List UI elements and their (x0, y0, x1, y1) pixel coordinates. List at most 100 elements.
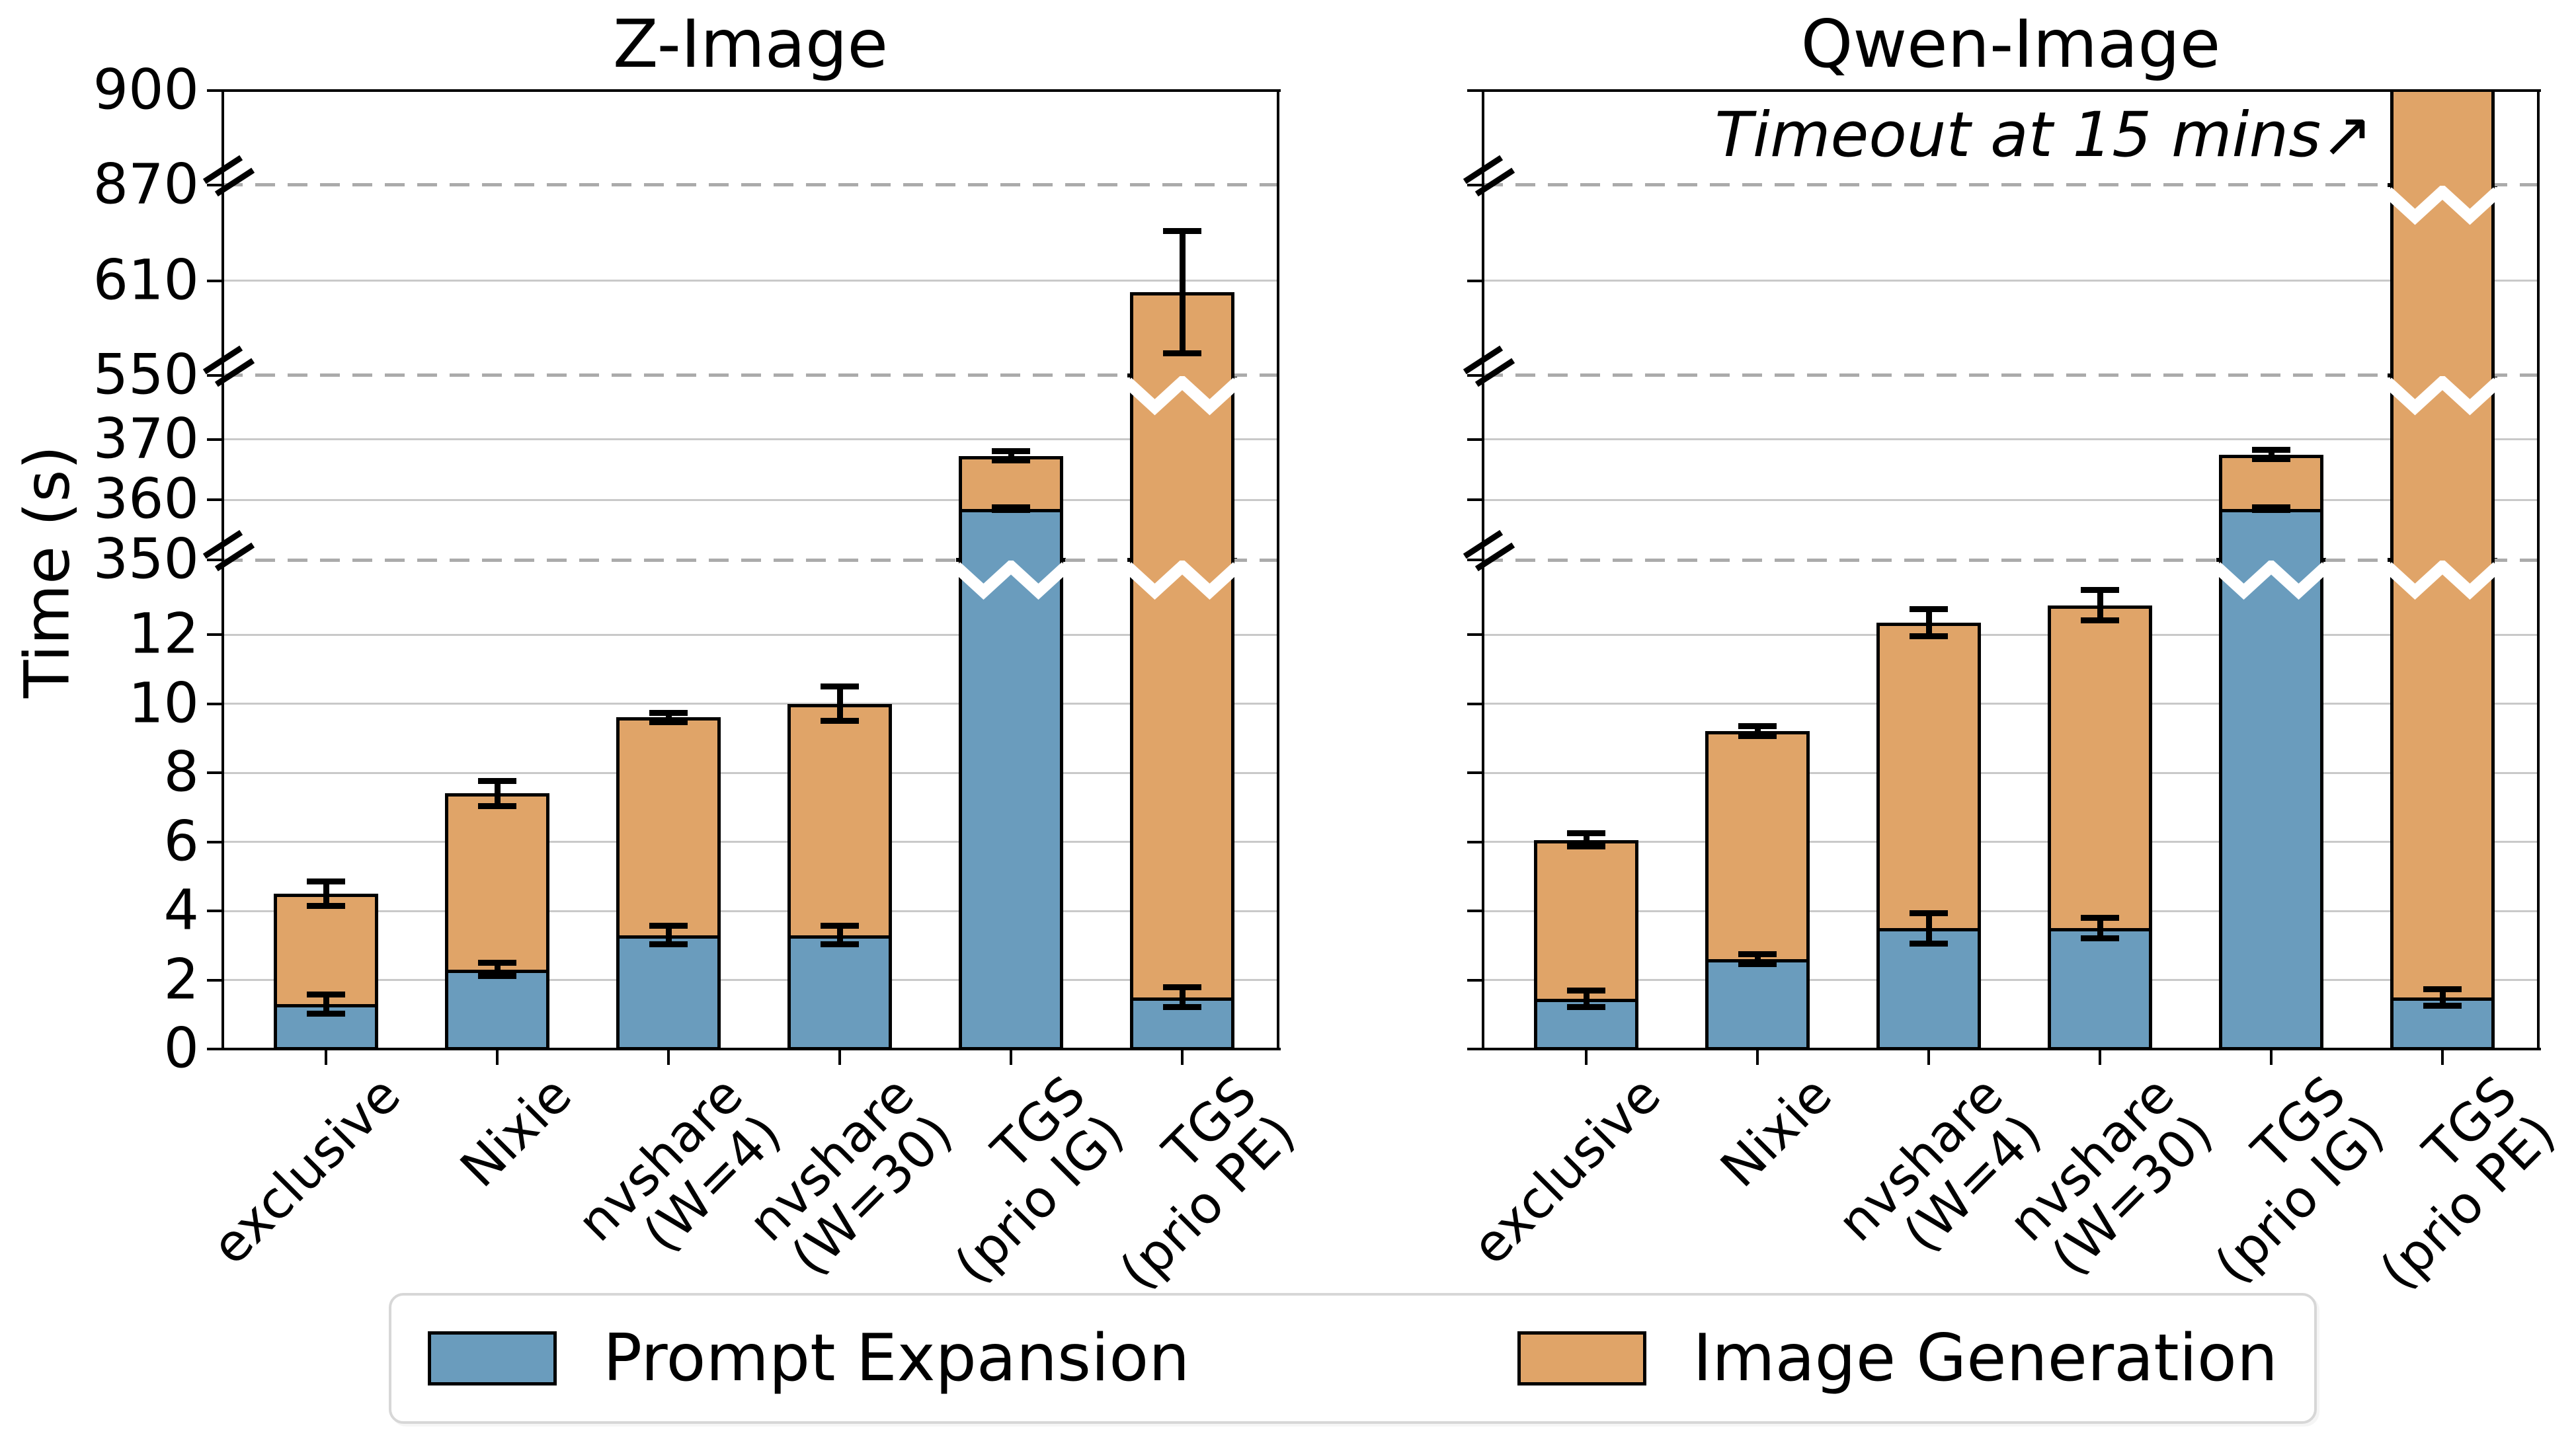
error-bar-cap (1163, 350, 1201, 356)
plot-spine-top (220, 89, 1281, 92)
x-tick-label: TGS (prio PE) (2368, 1065, 2567, 1302)
error-bar-cap (1163, 227, 1201, 234)
gridline (223, 438, 1278, 441)
bar-image-generation-segment (1705, 731, 1810, 963)
bar-image-generation-segment (787, 703, 892, 939)
bar-prompt-expansion-segment (787, 935, 892, 1050)
y-axis-tick (207, 1048, 223, 1050)
gridline (1483, 498, 2538, 501)
error-bar-cap (1910, 633, 1948, 639)
bar-image-generation-segment (2048, 605, 2152, 932)
x-axis-tick (1756, 1049, 1759, 1065)
error-bar-line (1584, 990, 1590, 1008)
error-bar-cap (1910, 940, 1948, 947)
error-bar-cap (821, 922, 859, 929)
axis-break-zigzag-icon (956, 561, 1066, 600)
y-tick-label: 10 (128, 670, 199, 735)
y-axis-tick (207, 702, 223, 705)
y-axis-tick (1467, 89, 1483, 92)
gridline (223, 280, 1278, 282)
legend-label-prompt-expansion: Prompt Expansion (603, 1321, 1190, 1396)
y-axis-tick (1467, 279, 1483, 282)
error-bar-line (323, 994, 329, 1014)
axis-break-zigzag-icon (1127, 561, 1237, 600)
y-axis-tick (1467, 438, 1483, 441)
x-axis-tick (1010, 1049, 1012, 1065)
gridline (1483, 771, 2538, 774)
x-tick-label: Nixie (449, 1065, 584, 1199)
error-bar-cap (1910, 605, 1948, 612)
legend: Prompt Expansion Image Generation (389, 1293, 2317, 1424)
x-axis-tick (325, 1049, 327, 1065)
y-tick-label: 550 (93, 342, 199, 407)
legend-item-prompt-expansion: Prompt Expansion (428, 1326, 1189, 1391)
chart-panel-z-image: Z-Image exclusive Nixie nvshare (W=4) nvsha… (93, 11, 1307, 1302)
x-axis-tick (667, 1049, 670, 1065)
error-bar-line (1926, 608, 1932, 637)
plot-area-qwen-image: exclusive Nixie nvshare (W=4) nvshare (W=30… (1461, 89, 2567, 1301)
error-bar-cap (992, 507, 1030, 514)
y-axis-tick (207, 840, 223, 843)
error-bar-cap (307, 1010, 345, 1017)
error-bar-line (495, 781, 501, 806)
error-bar-cap (1567, 1004, 1605, 1011)
error-bar-cap (2081, 915, 2119, 921)
error-bar-cap (1567, 830, 1605, 837)
gridline (223, 703, 1278, 705)
gridline (1483, 633, 2538, 636)
y-tick-label: 900 (93, 57, 199, 122)
gridline (223, 910, 1278, 912)
x-tick-label: exclusive (1461, 1065, 1673, 1276)
bar-prompt-expansion-segment (1705, 959, 1810, 1050)
gridline (1483, 910, 2538, 912)
x-axis-tick (496, 1049, 499, 1065)
y-axis-tick (1467, 840, 1483, 843)
x-tick-label: TGS (prio IG) (944, 1065, 1136, 1296)
gridline (1483, 841, 2538, 843)
error-bar-cap (478, 973, 516, 980)
bar-prompt-expansion-segment (1876, 928, 1981, 1050)
error-bar-line (2269, 449, 2274, 459)
y-axis-tick (207, 978, 223, 982)
axis-break-zigzag-icon (2388, 375, 2497, 416)
y-axis-tick (207, 279, 223, 282)
error-bar-cap (2252, 455, 2290, 462)
legend-label-image-generation: Image Generation (1693, 1321, 2278, 1396)
bar-image-generation-segment (1130, 292, 1234, 1001)
gridline (223, 979, 1278, 981)
x-tick-label: TGS (prio PE) (1108, 1065, 1307, 1302)
bar-image-generation-segment (1876, 622, 1981, 932)
error-bar-line (1755, 954, 1761, 964)
bar-image-generation-segment (959, 455, 1063, 512)
y-tick-label: 8 (163, 739, 199, 804)
error-bar-cap (649, 719, 688, 726)
y-axis-title: Time (s) (11, 445, 84, 699)
error-bar-line (837, 925, 843, 945)
y-axis-tick (207, 89, 223, 92)
error-bar-line (2097, 917, 2103, 939)
plot-area-z-image: exclusive Nixie nvshare (W=4) nvshare (W=30… (93, 61, 1307, 1301)
chart-title-z-image: Z-Image (612, 5, 889, 83)
bar-image-generation-segment (616, 717, 721, 939)
legend-item-image-generation: Image Generation (1517, 1326, 2278, 1391)
y-axis-tick (1467, 978, 1483, 982)
x-axis-tick (1927, 1049, 1930, 1065)
error-bar-cap (1163, 984, 1201, 990)
error-bar-line (666, 712, 672, 723)
x-tick-label: Nixie (1709, 1065, 1844, 1199)
x-axis-tick (838, 1049, 841, 1065)
bar-image-generation-segment (445, 793, 549, 973)
error-bar-cap (821, 717, 859, 724)
x-axis-tick (2099, 1049, 2101, 1065)
error-bar-cap (2081, 935, 2119, 941)
timeout-annotation: Timeout at 15 mins↗ (1714, 99, 2373, 171)
bar-prompt-expansion-segment (616, 935, 721, 1050)
x-axis-tick (2270, 1049, 2273, 1065)
error-bar-line (2097, 590, 2103, 621)
error-bar-line (1584, 833, 1590, 847)
plot-spine-top (1480, 89, 2541, 92)
y-tick-label: 870 (93, 151, 199, 217)
y-tick-label: 360 (93, 466, 199, 531)
error-bar-cap (1738, 960, 1777, 967)
